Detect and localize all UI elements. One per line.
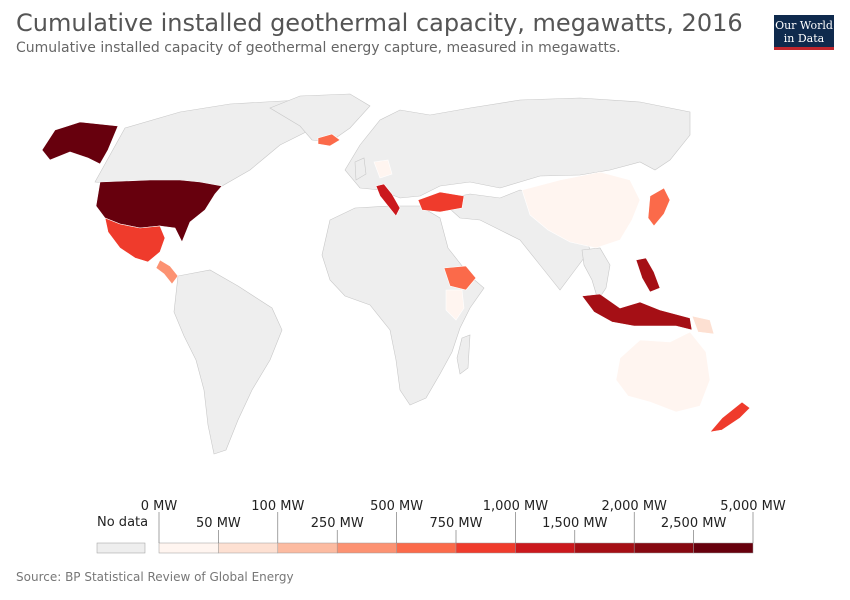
country-alaska[interactable]	[41, 121, 119, 165]
country-germany[interactable]	[373, 159, 393, 179]
legend-bin	[633, 542, 694, 554]
legend-bin	[693, 542, 754, 554]
country-turkey[interactable]	[417, 191, 465, 213]
legend-ticks	[158, 512, 754, 543]
country-png[interactable]	[691, 315, 715, 335]
country-japan[interactable]	[647, 187, 671, 227]
land-madagascar[interactable]	[456, 334, 471, 375]
country-indonesia[interactable]	[581, 293, 693, 331]
land-uk[interactable]	[354, 157, 367, 181]
land-greenland[interactable]	[269, 93, 371, 143]
land-south-america[interactable]	[173, 269, 283, 455]
country-china[interactable]	[521, 171, 641, 249]
source-note: Source: BP Statistical Review of Global …	[16, 570, 294, 584]
legend-bottom-label: 50 MW	[196, 516, 241, 531]
legend-top-labels: 0 MW 100 MW 500 MW 1,000 MW 2,000 MW 5,000 MW	[141, 499, 786, 514]
legend-top-label: 500 MW	[370, 499, 423, 514]
country-ethiopia[interactable]	[443, 265, 477, 291]
country-central-america[interactable]	[155, 259, 179, 285]
legend-bins	[158, 542, 754, 554]
logo-line-1: Our World	[775, 19, 833, 32]
land-africa[interactable]	[321, 205, 485, 406]
country-australia[interactable]	[615, 331, 711, 413]
no-data-landmasses	[94, 93, 691, 455]
legend-bin	[218, 542, 279, 554]
world-map	[41, 93, 751, 455]
country-italy[interactable]	[375, 183, 401, 217]
land-europe[interactable]	[344, 97, 691, 199]
legend-bin	[574, 542, 635, 554]
legend-bottom-label: 2,500 MW	[661, 516, 727, 531]
chart-title: Cumulative installed geothermal capacity…	[16, 9, 743, 37]
legend-bottom-labels: 50 MW 250 MW 750 MW 1,500 MW 2,500 MW	[196, 516, 726, 531]
chart-subtitle: Cumulative installed capacity of geother…	[16, 40, 621, 56]
legend-bottom-label: 750 MW	[429, 516, 482, 531]
legend-top-label: 100 MW	[251, 499, 304, 514]
legend-bin	[336, 542, 397, 554]
owid-logo[interactable]: Our World in Data	[774, 15, 834, 50]
country-philippines[interactable]	[635, 257, 661, 293]
legend-bottom-label: 1,500 MW	[542, 516, 608, 531]
land-indochina[interactable]	[581, 247, 611, 301]
legend-bin	[455, 542, 516, 554]
legend-no-data-swatch	[96, 542, 146, 554]
legend-bottom-label: 250 MW	[311, 516, 364, 531]
country-kenya[interactable]	[445, 289, 465, 321]
legend-no-data-label: No data	[97, 515, 148, 530]
legend-bin	[158, 542, 219, 554]
legend-top-label: 1,000 MW	[483, 499, 549, 514]
country-mexico[interactable]	[104, 217, 166, 263]
legend-bin	[515, 542, 576, 554]
country-iceland[interactable]	[317, 133, 341, 147]
legend-bin	[396, 542, 457, 554]
legend-top-label: 0 MW	[141, 499, 178, 514]
legend-top-label: 5,000 MW	[720, 499, 786, 514]
legend-bin	[277, 542, 338, 554]
legend-top-label: 2,000 MW	[601, 499, 667, 514]
logo-line-2: in Data	[783, 32, 825, 45]
country-new-zealand[interactable]	[709, 401, 751, 433]
